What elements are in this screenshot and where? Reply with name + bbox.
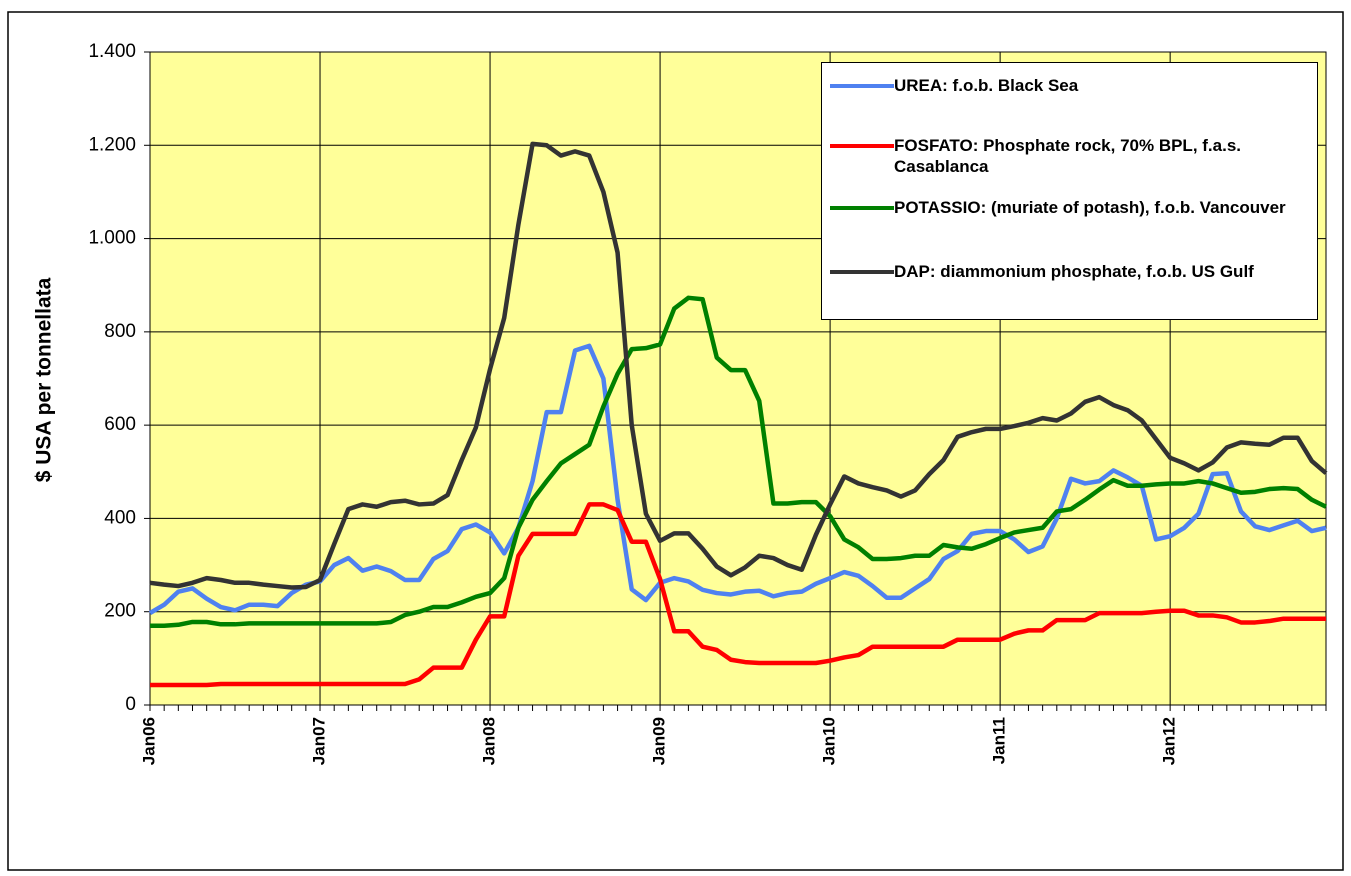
frame bbox=[7, 11, 1344, 871]
y-tick-label: 1.200 bbox=[88, 134, 136, 155]
y-tick-label: 1.400 bbox=[88, 41, 136, 62]
legend-swatch bbox=[830, 206, 894, 210]
legend-label: POTASSIO: (muriate of potash), f.o.b. Va… bbox=[894, 198, 1286, 217]
series-line bbox=[150, 295, 1327, 628]
x-tick-label: Jan12 bbox=[1160, 717, 1179, 765]
x-tick-label: Jan10 bbox=[820, 717, 839, 765]
y-tick-label: 400 bbox=[104, 507, 136, 528]
legend-label: UREA: f.o.b. Black Sea bbox=[894, 76, 1079, 95]
legend-entry: DAP: diammonium phosphate, f.o.b. US Gul… bbox=[830, 261, 1304, 282]
y-axis-label: $ USA per tonnellata bbox=[33, 277, 56, 482]
x-tick-label: Jan11 bbox=[990, 717, 1009, 764]
legend-entry: FOSFATO: Phosphate rock, 70% BPL, f.a.s.… bbox=[830, 135, 1304, 177]
y-tick-label: 0 bbox=[125, 694, 136, 715]
y-tick-label: 200 bbox=[104, 601, 136, 622]
x-tick-label: Jan06 bbox=[139, 717, 158, 765]
legend-swatch bbox=[830, 84, 894, 88]
series-line bbox=[150, 502, 1326, 688]
legend-swatch bbox=[830, 270, 894, 274]
y-tick-label: 1.000 bbox=[88, 228, 136, 249]
series-line bbox=[149, 141, 1328, 590]
y-tick-label: 600 bbox=[104, 414, 136, 435]
x-tick-label: Jan09 bbox=[650, 717, 669, 765]
legend-entry: UREA: f.o.b. Black Sea bbox=[830, 75, 1304, 96]
legend-entry: POTASSIO: (muriate of potash), f.o.b. Va… bbox=[830, 197, 1304, 218]
legend-label: DAP: diammonium phosphate, f.o.b. US Gul… bbox=[894, 262, 1254, 281]
series-line bbox=[148, 343, 1327, 616]
legend: UREA: f.o.b. Black Sea FOSFATO: Phosphate… bbox=[821, 62, 1318, 320]
y-tick-label: 800 bbox=[104, 321, 136, 342]
legend-swatch bbox=[830, 144, 894, 148]
legend-label: FOSFATO: Phosphate rock, 70% BPL, f.a.s.… bbox=[894, 136, 1242, 176]
x-tick-label: Jan08 bbox=[480, 717, 499, 765]
x-tick-label: Jan07 bbox=[310, 717, 329, 765]
